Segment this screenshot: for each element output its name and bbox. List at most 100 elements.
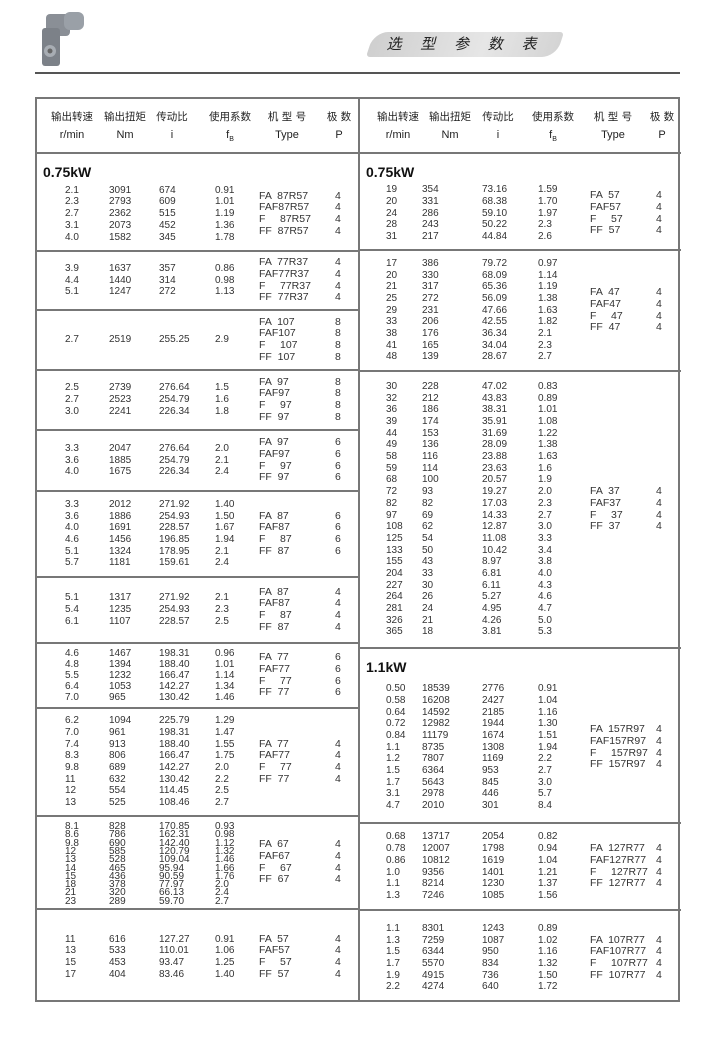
- ratio-cell: 14.33: [482, 509, 508, 521]
- torque-cell: 43: [422, 556, 434, 568]
- torque-cell: 93: [422, 486, 434, 498]
- type-model: FA 87: [259, 509, 289, 522]
- ratio-cell: 142.27: [159, 762, 190, 773]
- service-factor-cell: 2.3: [538, 339, 552, 351]
- table-row: 23 289 59.70 2.7: [37, 896, 358, 907]
- pole-count: 4: [656, 297, 662, 310]
- type-model: F 67: [259, 861, 292, 874]
- column-header-unit: r/min: [59, 129, 85, 141]
- ratio-cell: 36.34: [482, 328, 508, 340]
- type-row: F 157R97 4: [360, 747, 681, 760]
- service-factor-cell: 0.89: [538, 392, 558, 404]
- torque-cell: 786: [109, 829, 126, 841]
- table-row: 0.78 12007 1798 0.94: [360, 843, 681, 855]
- type-model: FAF47: [590, 297, 621, 310]
- pole-count: 4: [335, 944, 341, 957]
- service-factor-cell: 2.1: [215, 454, 229, 466]
- speed-cell: 38: [386, 328, 398, 340]
- speed-cell: 2.7: [65, 334, 79, 346]
- torque-cell: 378: [109, 879, 126, 891]
- ratio-cell: 10.42: [482, 544, 508, 556]
- pole-count: 6: [335, 651, 341, 664]
- type-list: FA 127R77 4 FAF127R77 4 F 127R77 4 FF 127R77 4: [360, 826, 681, 907]
- torque-cell: 82: [422, 497, 434, 509]
- type-group: 2.5 2739 276.64 1.5 2.7 2523 254.79 1.6 3.0 2241 2…: [37, 371, 358, 431]
- pole-count: 4: [335, 201, 341, 214]
- pole-count: 4: [335, 213, 341, 225]
- table-row: 6.4 1053 142.27 1.34: [37, 681, 358, 692]
- type-model: FF 77: [259, 772, 290, 785]
- torque-cell: 7807: [422, 753, 445, 765]
- table-row: 326 21 4.26 5.0: [360, 615, 681, 627]
- torque-cell: 528: [109, 854, 126, 866]
- torque-cell: 5570: [422, 958, 445, 969]
- type-model: FF 107R77: [590, 968, 646, 981]
- table-row: 3.6 1885 254.79 2.1: [37, 455, 358, 467]
- ratio-cell: 198.31: [159, 648, 190, 659]
- torque-cell: 2739: [109, 382, 132, 394]
- torque-cell: 12982: [422, 718, 450, 730]
- type-row: FF 67 4: [37, 873, 358, 886]
- type-model: F 107: [259, 339, 298, 351]
- table-row: 28 243 50.22 2.3: [360, 219, 681, 231]
- ratio-cell: 4.26: [482, 614, 502, 626]
- torque-cell: 1317: [109, 592, 132, 604]
- table-row: 29 231 47.66 1.63: [360, 305, 681, 317]
- type-row: FF 37 4: [360, 520, 681, 533]
- speed-cell: 4.7: [386, 800, 400, 812]
- ratio-cell: 188.40: [159, 738, 190, 750]
- type-row: FA 57 4: [360, 189, 681, 202]
- type-row: FA 107 8: [37, 315, 358, 329]
- ratio-cell: 166.47: [159, 670, 190, 681]
- column-header-cn: 极 数: [649, 111, 675, 123]
- table-row: 1.9 4915 736 1.50: [360, 970, 681, 982]
- ratio-cell: 4.95: [482, 603, 502, 614]
- table-row: 0.64 14592 2185 1.16: [360, 707, 681, 719]
- type-model: FA 57: [590, 189, 620, 202]
- column-header-cn: 使用系数: [209, 111, 251, 123]
- unit-text: f: [549, 129, 553, 141]
- ratio-cell: 90.59: [159, 870, 185, 882]
- table-row: 44 153 31.69 1.22: [360, 428, 681, 440]
- speed-cell: 15: [65, 957, 77, 968]
- service-factor-cell: 1.21: [538, 866, 558, 878]
- speed-cell: 5.1: [65, 545, 79, 557]
- type-list: FA 157R97 4 FAF157R97 4 F 157R97 4 FF 157R97 4: [360, 675, 681, 820]
- type-group: 17 386 79.72 0.97 20 330 68.09 1.14 21 317 65.36 1.…: [360, 251, 681, 372]
- table-row: 2.7 2362 515 1.19: [37, 208, 358, 220]
- speed-cell: 17: [65, 968, 77, 980]
- table-row: 281 24 4.95 4.7: [360, 603, 681, 615]
- table-row: 13 528 109.04 1.46: [37, 854, 358, 865]
- ratio-cell: 38.31: [482, 404, 508, 416]
- type-list: FA 97 8 FAF97 8 F 97 8 FF 97 8: [37, 373, 358, 427]
- speed-cell: 44: [386, 427, 398, 439]
- table-row: 365 18 3.81 5.3: [360, 626, 681, 638]
- type-row: FF 157R97 4: [360, 758, 681, 771]
- type-model: FAF77R37: [259, 267, 310, 280]
- speed-cell: 9.8: [65, 837, 79, 849]
- service-factor-cell: 1.29: [215, 715, 235, 727]
- pole-count: 4: [656, 321, 662, 334]
- type-model: FA 107: [259, 315, 295, 328]
- type-model: FAF107: [259, 327, 296, 340]
- torque-cell: 1637: [109, 262, 132, 274]
- type-row: FF 57 4: [37, 968, 358, 981]
- speed-cell: 1.9: [386, 969, 400, 981]
- speed-cell: 12: [65, 785, 77, 797]
- type-model: F 97: [259, 459, 292, 472]
- table-row: 1.1 8735 1308 1.94: [360, 742, 681, 754]
- ratio-cell: 314: [159, 274, 176, 286]
- ratio-cell: 35.91: [482, 416, 508, 427]
- table-header: 输出转速 r/min 输出扭矩 Nm 传动比 i 使用系数 fB 机 型 号 Type 极 数 P: [37, 99, 358, 154]
- service-factor-cell: 2.1: [215, 545, 229, 557]
- ratio-cell: 166.47: [159, 750, 190, 762]
- type-row: FA 37 4: [360, 485, 681, 498]
- service-factor-cell: 1.46: [215, 854, 235, 866]
- type-list: FA 97 6 FAF97 6 F 97 6 FF 97 6: [37, 433, 358, 488]
- service-factor-cell: 1.59: [538, 184, 558, 196]
- ratio-cell: 47.66: [482, 304, 508, 316]
- speed-cell: 41: [386, 339, 398, 351]
- column-header-unit: fB: [549, 129, 557, 143]
- service-factor-cell: 2.7: [215, 797, 229, 809]
- pole-count: 6: [335, 686, 341, 699]
